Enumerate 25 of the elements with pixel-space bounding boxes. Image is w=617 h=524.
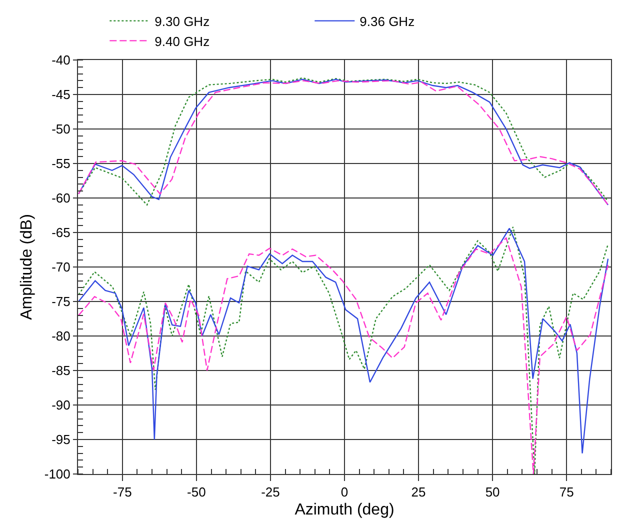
- y-tick-label: -60: [52, 190, 70, 206]
- x-axis-title: Azimuth (deg): [294, 501, 394, 518]
- legend-label: 9.40 GHz: [154, 34, 210, 49]
- y-tick-label: -85: [52, 363, 70, 378]
- y-axis-title: Amplitude (dB): [18, 214, 36, 320]
- y-tick-label: -90: [52, 398, 70, 413]
- x-tick-label: 0: [340, 484, 348, 500]
- legend-label: 9.30 GHz: [154, 14, 210, 29]
- legend-label: 9.36 GHz: [360, 14, 415, 29]
- x-tick-label: 75: [559, 484, 574, 500]
- y-tick-label: -100: [44, 466, 70, 482]
- x-tick-label: -75: [113, 484, 132, 500]
- y-tick-label: -50: [52, 122, 70, 137]
- x-tick-label: 50: [485, 484, 500, 500]
- y-tick-label: -55: [52, 156, 70, 172]
- y-tick-label: -80: [52, 328, 70, 344]
- y-tick-label: -65: [52, 225, 70, 240]
- y-tick-label: -95: [52, 432, 70, 448]
- x-tick-label: -50: [187, 484, 206, 500]
- y-tick-label: -70: [52, 260, 70, 275]
- x-tick-label: 25: [411, 484, 426, 500]
- y-tick-label: -45: [52, 87, 70, 102]
- y-tick-label: -75: [52, 294, 70, 310]
- y-tick-label: -40: [52, 52, 70, 68]
- x-tick-label: -25: [261, 484, 280, 500]
